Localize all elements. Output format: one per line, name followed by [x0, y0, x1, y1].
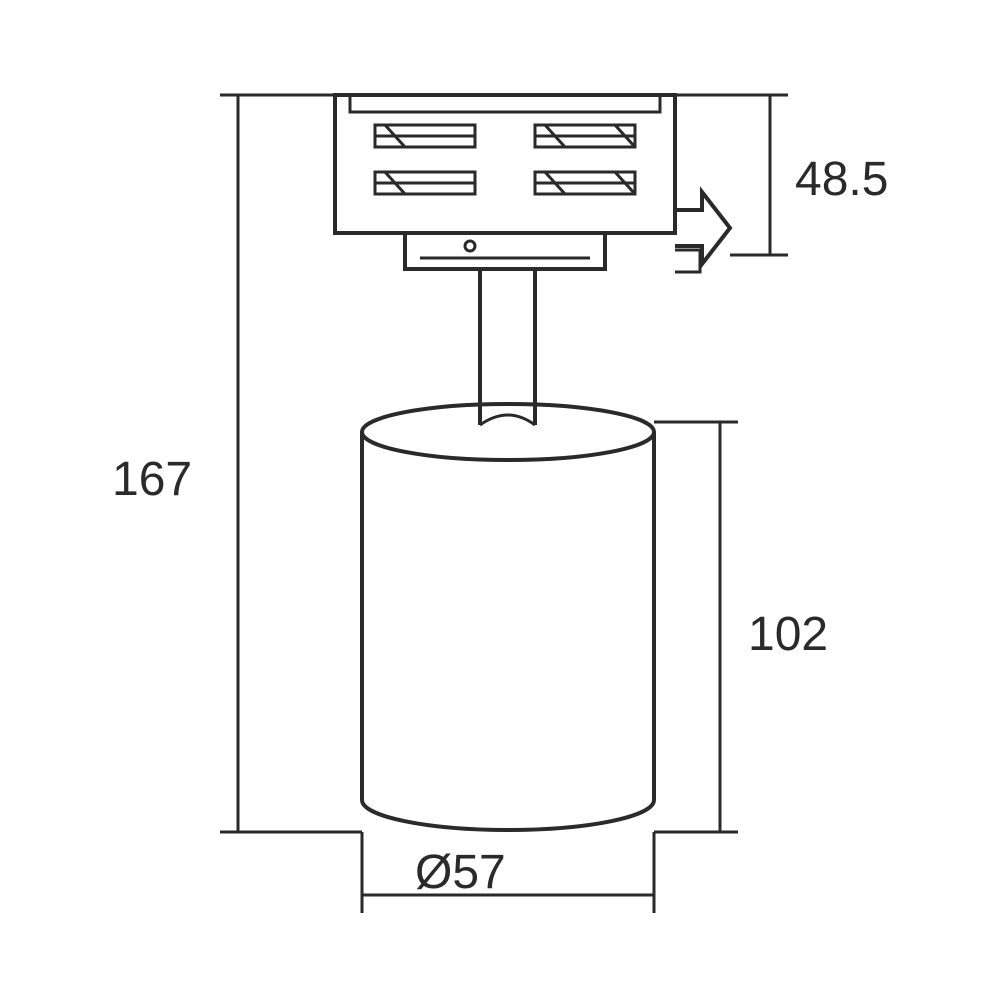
adapter-latch — [675, 192, 730, 272]
dim-total-height — [220, 95, 362, 832]
dim-diameter — [362, 832, 654, 913]
dim-body-height-label: 102 — [748, 608, 828, 661]
dim-body-height — [654, 422, 738, 832]
track-adapter — [335, 95, 675, 233]
dim-diameter-label: Ø57 — [415, 846, 506, 899]
dim-total-height-label: 167 — [112, 453, 192, 506]
dim-adapter-height-label: 48.5 — [795, 153, 888, 206]
neck-collar — [405, 233, 605, 269]
technical-drawing: 167 48.5 102 Ø57 — [0, 0, 1000, 1000]
dim-adapter-height — [675, 95, 788, 255]
cylinder-body — [362, 404, 654, 830]
stem — [480, 269, 535, 425]
